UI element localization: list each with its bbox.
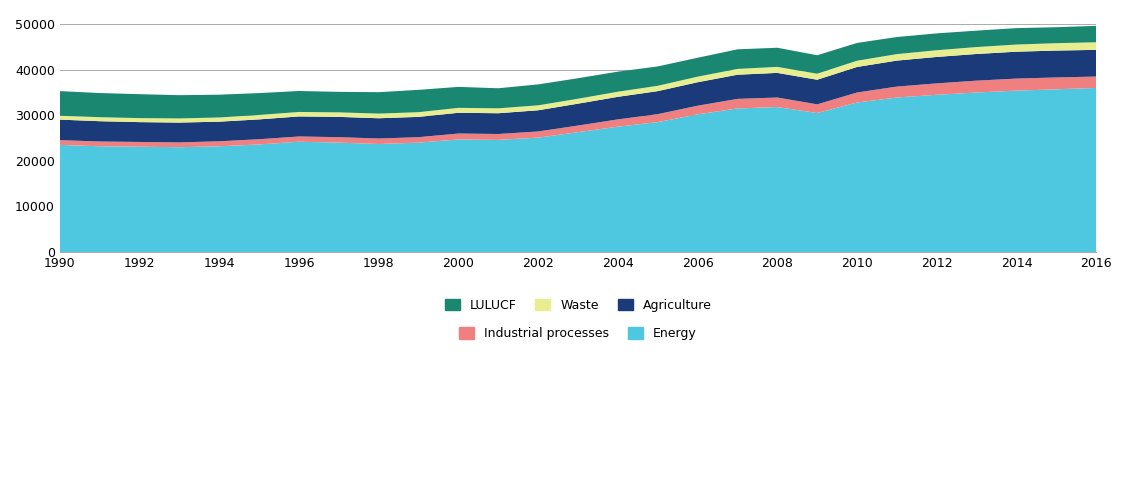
- Legend: Industrial processes, Energy: Industrial processes, Energy: [454, 322, 702, 346]
